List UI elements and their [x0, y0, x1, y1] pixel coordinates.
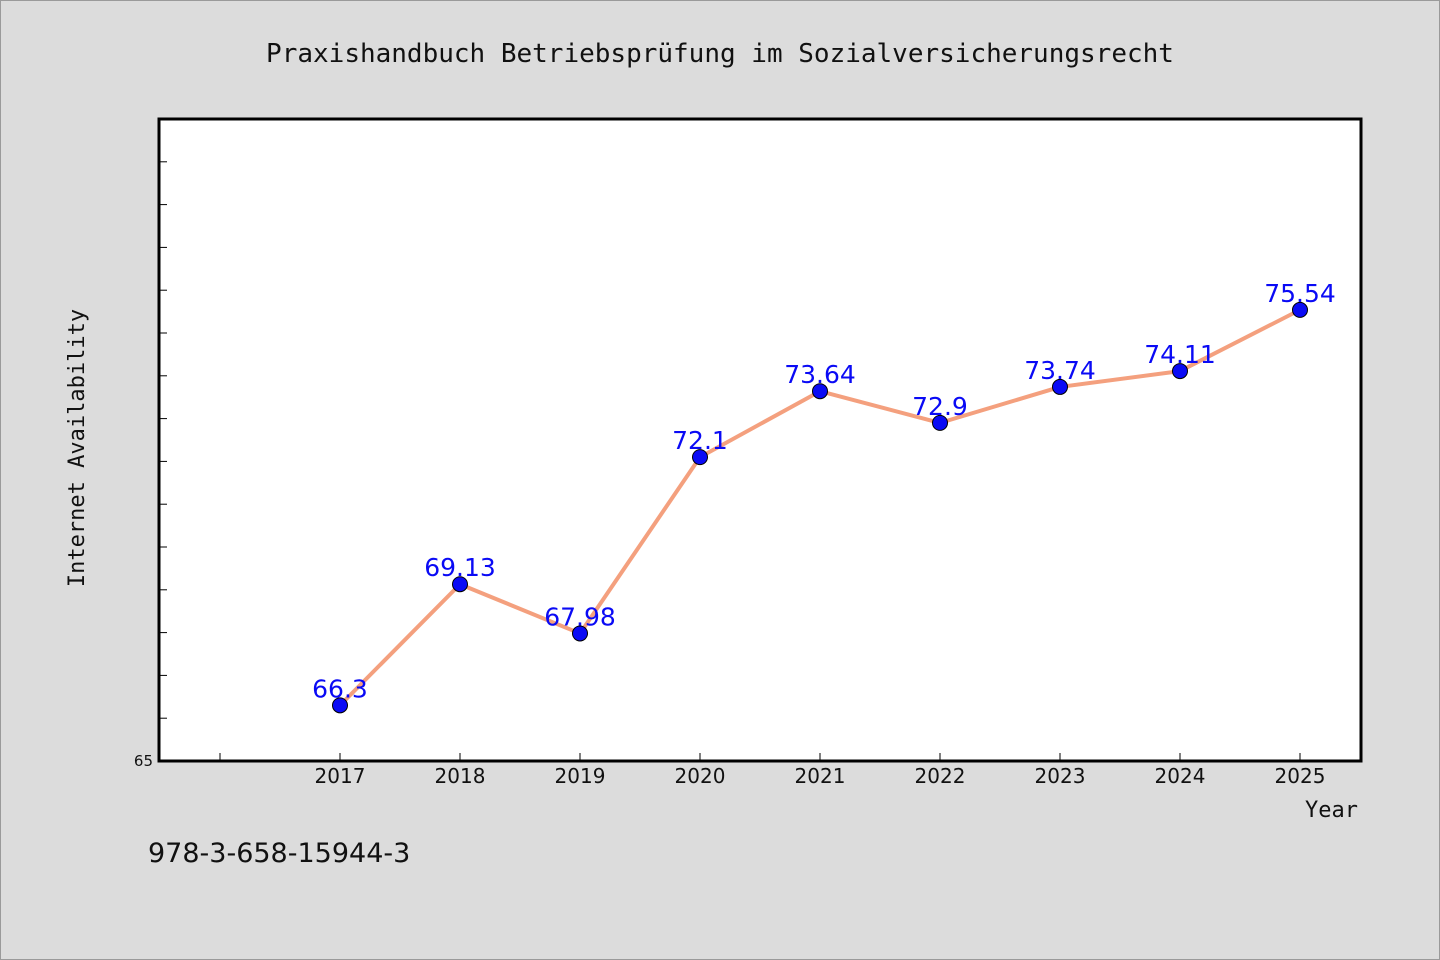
x-tick-label: 2018 — [435, 764, 486, 788]
plot-area — [157, 117, 1363, 763]
data-label: 73.64 — [784, 360, 856, 389]
y-tick-label: 65 — [134, 752, 153, 770]
data-point — [932, 414, 948, 431]
data-point — [332, 697, 348, 714]
x-tick-label: 2024 — [1155, 764, 1206, 788]
data-label: 72.9 — [912, 392, 968, 421]
footer-isbn: 978-3-658-15944-3 — [148, 838, 410, 869]
data-label: 69.13 — [424, 553, 496, 582]
data-point — [812, 383, 828, 400]
chart-title: Praxishandbuch Betriebsprüfung im Sozial… — [266, 39, 1174, 69]
y-axis-ticks: 65 — [134, 161, 167, 770]
data-label: 72.1 — [672, 426, 728, 455]
x-tick-label: 2022 — [915, 764, 966, 788]
x-tick-label: 2025 — [1275, 764, 1326, 788]
x-tick-label: 2020 — [675, 764, 726, 788]
x-tick-label: 2023 — [1035, 764, 1086, 788]
data-label: 66.3 — [312, 674, 368, 703]
data-label: 75.54 — [1264, 279, 1336, 308]
data-point — [1052, 378, 1068, 395]
data-label: 67.98 — [544, 602, 616, 631]
data-point — [572, 625, 588, 642]
x-axis-label: Year — [1305, 798, 1358, 823]
x-tick-label: 2021 — [795, 764, 846, 788]
data-label: 74.11 — [1144, 340, 1216, 369]
data-point — [1292, 301, 1308, 318]
data-point — [692, 449, 708, 466]
x-tick-label: 2019 — [555, 764, 606, 788]
data-point — [1172, 363, 1188, 380]
data-label: 73.74 — [1024, 356, 1096, 385]
series-layer: 66.3 69.13 67.98 72.1 73.64 72.9 73.74 74.11 75.… — [312, 279, 1336, 714]
data-point — [452, 576, 468, 593]
x-axis-ticks: 2017 2018 2019 2020 2021 2022 2023 2024 2025 — [219, 753, 1326, 788]
y-axis-label: Internet Availability — [65, 309, 90, 587]
x-tick-label: 2017 — [315, 764, 366, 788]
